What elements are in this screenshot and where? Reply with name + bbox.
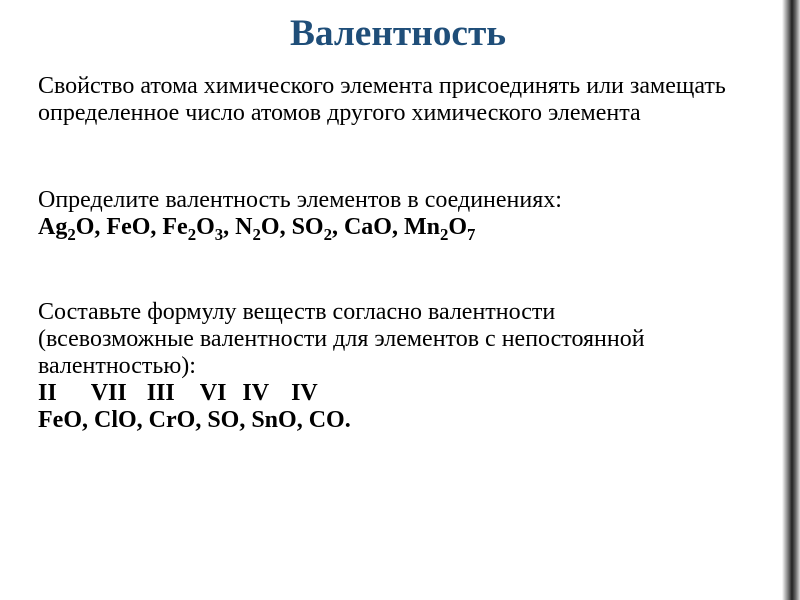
separator: , — [297, 407, 309, 433]
roman-numeral: VII — [91, 380, 127, 406]
task2-prompt-line2: (всевозможные валентности для элементов … — [38, 326, 758, 353]
roman-numeral: II — [38, 380, 57, 406]
formula-item: Fe2O3 — [162, 214, 223, 240]
roman-numeral: III — [147, 380, 175, 406]
task2-block: Составьте формулу веществ согласно вален… — [38, 299, 758, 434]
slide-content: Валентность Свойство атома химического э… — [38, 12, 758, 434]
roman-numeral: IV — [242, 380, 269, 406]
task2-formulas: FeO, ClO, CrO, SO, SnO, CO. — [38, 407, 758, 434]
formula-item: ClO — [94, 407, 137, 433]
separator: , — [223, 214, 235, 240]
separator: , — [195, 407, 207, 433]
separator: , — [94, 214, 106, 240]
task1-prompt: Определите валентность элементов в соеди… — [38, 187, 758, 214]
formula-item: Ag2O — [38, 214, 94, 240]
separator: , — [280, 214, 292, 240]
formula-item: SnO — [251, 407, 296, 433]
slide-title: Валентность — [38, 12, 758, 55]
definition-block: Свойство атома химического элемента прис… — [38, 73, 758, 127]
task2-prompt-line1: Составьте формулу веществ согласно вален… — [38, 299, 758, 326]
formula-item: FeO — [106, 214, 150, 240]
separator: , — [332, 214, 344, 240]
formula-item: SO — [207, 407, 239, 433]
formula-item: CrO — [149, 407, 196, 433]
formula-item: Mn2O7 — [404, 214, 475, 240]
separator: , — [150, 214, 162, 240]
roman-numeral: IV — [291, 380, 318, 406]
separator: , — [392, 214, 404, 240]
definition-line-1: Свойство атома химического элемента прис… — [38, 73, 758, 100]
right-shadow-decoration — [782, 0, 800, 600]
task1-block: Определите валентность элементов в соеди… — [38, 187, 758, 241]
formula-item: FeO — [38, 407, 82, 433]
formula-item: N2O — [235, 214, 279, 240]
definition-line-2: определенное число атомов другого химиче… — [38, 100, 758, 127]
separator: , — [82, 407, 94, 433]
task1-formulas: Ag2O, FeO, Fe2O3, N2O, SO2, CaO, Mn2O7 — [38, 214, 758, 241]
formula-item: CaO — [344, 214, 392, 240]
terminator: . — [345, 407, 351, 433]
formula-item: CO — [309, 407, 345, 433]
separator: , — [137, 407, 149, 433]
roman-numeral: VI — [200, 380, 227, 406]
separator: , — [239, 407, 251, 433]
task2-roman-row: II VII III VI IV IV — [38, 380, 758, 407]
formula-item: SO2 — [292, 214, 332, 240]
task2-prompt-line3: валентностью): — [38, 353, 758, 380]
